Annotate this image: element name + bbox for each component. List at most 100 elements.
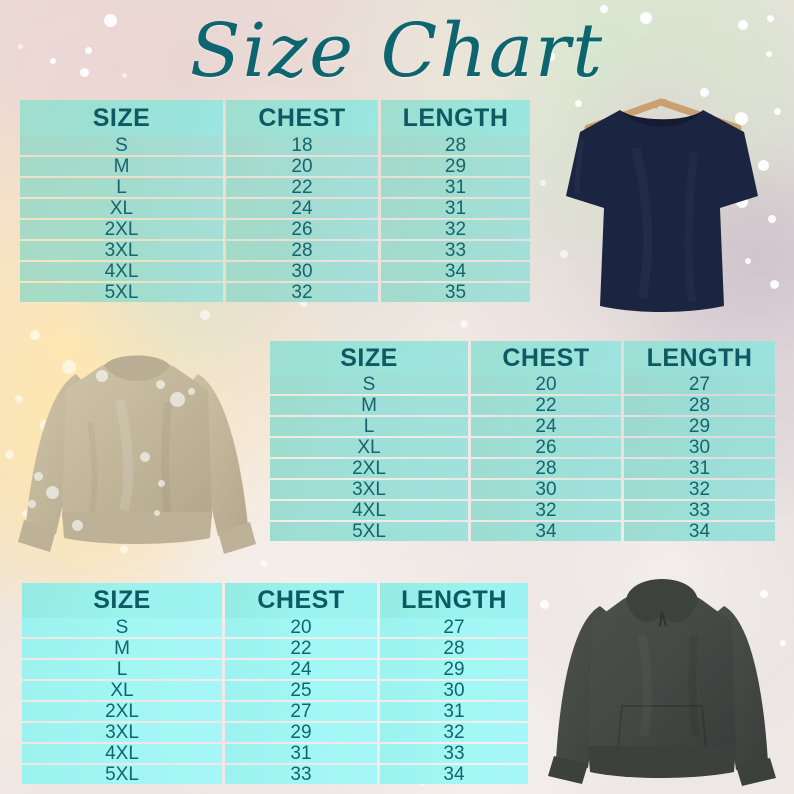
cell-length: 34 [624, 522, 775, 541]
column-header-length: LENGTH [381, 100, 530, 136]
cell-chest: 28 [471, 459, 621, 478]
cell-chest: 22 [471, 396, 621, 415]
cell-chest: 26 [471, 438, 621, 457]
cell-size: XL [20, 199, 223, 218]
cell-size: L [20, 178, 223, 197]
sweatshirt-size-table: SIZE CHEST LENGTH S 20 27 M 22 28 L 24 2… [270, 341, 775, 541]
cell-size: 3XL [22, 723, 222, 742]
cell-chest: 32 [471, 501, 621, 520]
cell-length: 32 [381, 220, 530, 239]
cell-size: L [270, 417, 468, 436]
table-row: 2XL 27 31 [22, 702, 528, 721]
cell-length: 33 [381, 241, 530, 260]
table-row: M 20 29 [20, 157, 530, 176]
cell-chest: 28 [226, 241, 378, 260]
cell-chest: 27 [225, 702, 377, 721]
cell-chest: 20 [225, 618, 377, 637]
column-header-chest: CHEST [226, 100, 378, 136]
cell-size: 5XL [22, 765, 222, 784]
table-row: 3XL 29 32 [22, 723, 528, 742]
cell-length: 28 [624, 396, 775, 415]
hoodie-hem [588, 746, 736, 778]
hoodie-size-table: SIZE CHEST LENGTH S 20 27 M 22 28 L 24 2… [22, 583, 528, 784]
cell-length: 33 [380, 744, 528, 763]
hoodie-right-cuff [736, 758, 776, 786]
column-header-length: LENGTH [624, 341, 775, 375]
table-row: 5XL 34 34 [270, 522, 775, 541]
cell-chest: 34 [471, 522, 621, 541]
table-row: 3XL 28 33 [20, 241, 530, 260]
table-row: L 22 31 [20, 178, 530, 197]
table-header-row: SIZE CHEST LENGTH [22, 583, 528, 618]
cell-chest: 26 [226, 220, 378, 239]
cell-length: 32 [624, 480, 775, 499]
table-header-row: SIZE CHEST LENGTH [20, 100, 530, 136]
charcoal-hoodie [534, 566, 789, 788]
table-row: 2XL 28 31 [270, 459, 775, 478]
cell-chest: 33 [225, 765, 377, 784]
cell-chest: 18 [226, 136, 378, 155]
table-row: 3XL 30 32 [270, 480, 775, 499]
cell-size: S [270, 375, 468, 394]
table-row: 4XL 32 33 [270, 501, 775, 520]
table-row: S 20 27 [22, 618, 528, 637]
cell-size: 4XL [22, 744, 222, 763]
cell-size: M [22, 639, 222, 658]
cell-size: XL [22, 681, 222, 700]
tshirt-body [566, 110, 758, 312]
cell-length: 27 [380, 618, 528, 637]
cell-chest: 24 [225, 660, 377, 679]
cell-size: 3XL [20, 241, 223, 260]
cell-chest: 20 [471, 375, 621, 394]
cell-size: XL [270, 438, 468, 457]
table-header-row: SIZE CHEST LENGTH [270, 341, 775, 375]
table-row: M 22 28 [270, 396, 775, 415]
column-header-size: SIZE [22, 583, 222, 618]
cell-length: 31 [381, 199, 530, 218]
cell-size: 2XL [270, 459, 468, 478]
cell-length: 28 [381, 136, 530, 155]
table-row: L 24 29 [22, 660, 528, 679]
table-row: 2XL 26 32 [20, 220, 530, 239]
table-row: M 22 28 [22, 639, 528, 658]
page-title: Size Chart [189, 8, 605, 94]
tshirt-size-table: SIZE CHEST LENGTH S 18 28 M 20 29 L 22 3… [20, 100, 530, 302]
cell-length: 29 [624, 417, 775, 436]
table-row: 5XL 32 35 [20, 283, 530, 302]
cell-length: 31 [381, 178, 530, 197]
cell-chest: 31 [225, 744, 377, 763]
table-body: S 20 27 M 22 28 L 24 29 XL 26 30 2XL 28 … [270, 375, 775, 541]
table-row: 5XL 33 34 [22, 765, 528, 784]
cell-length: 31 [624, 459, 775, 478]
cell-size: S [20, 136, 223, 155]
cell-length: 29 [380, 660, 528, 679]
cell-size: M [20, 157, 223, 176]
cell-chest: 22 [226, 178, 378, 197]
cell-length: 29 [381, 157, 530, 176]
cell-length: 27 [624, 375, 775, 394]
cell-length: 30 [380, 681, 528, 700]
cell-chest: 30 [226, 262, 378, 281]
column-header-size: SIZE [270, 341, 468, 375]
table-row: XL 26 30 [270, 438, 775, 457]
cell-size: 5XL [270, 522, 468, 541]
cell-size: 5XL [20, 283, 223, 302]
cell-length: 32 [380, 723, 528, 742]
table-row: XL 25 30 [22, 681, 528, 700]
column-header-chest: CHEST [225, 583, 377, 618]
cell-chest: 30 [471, 480, 621, 499]
table-row: S 18 28 [20, 136, 530, 155]
cell-chest: 29 [225, 723, 377, 742]
cell-size: 3XL [270, 480, 468, 499]
cell-chest: 25 [225, 681, 377, 700]
cell-chest: 24 [226, 199, 378, 218]
table-row: 4XL 31 33 [22, 744, 528, 763]
cell-length: 31 [380, 702, 528, 721]
cell-size: 4XL [270, 501, 468, 520]
cell-chest: 22 [225, 639, 377, 658]
table-body: S 18 28 M 20 29 L 22 31 XL 24 31 2XL 26 … [20, 136, 530, 302]
cell-size: S [22, 618, 222, 637]
cell-length: 30 [624, 438, 775, 457]
table-body: S 20 27 M 22 28 L 24 29 XL 25 30 2XL 27 … [22, 618, 528, 784]
cell-size: 4XL [20, 262, 223, 281]
